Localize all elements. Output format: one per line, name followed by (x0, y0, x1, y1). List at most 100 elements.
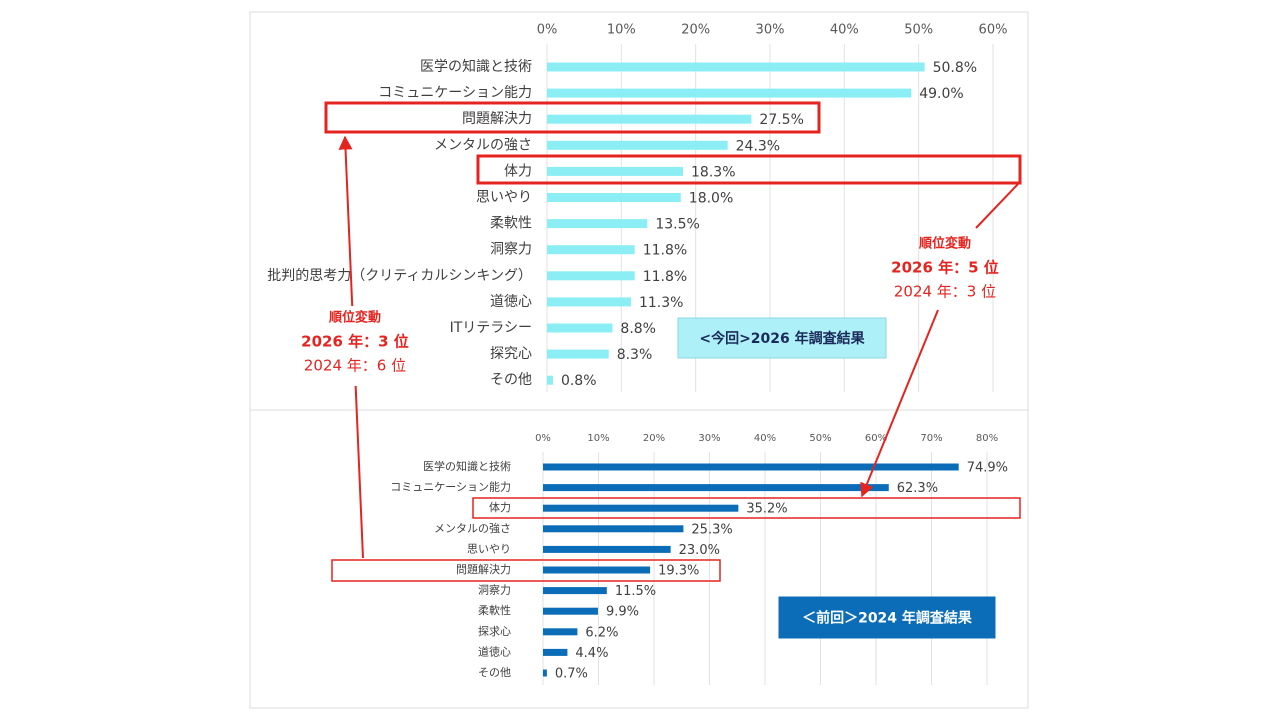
value-label: 0.7% (555, 667, 588, 682)
title-box (778, 596, 996, 639)
value-label: 8.3% (617, 347, 653, 363)
category-label: 道徳心 (478, 644, 511, 658)
category-label: 体力 (504, 163, 532, 179)
category-label: メンタルの強さ (434, 137, 532, 153)
category-label: 探求心 (478, 625, 511, 638)
category-label: その他 (490, 372, 532, 388)
category-label: 探究心 (490, 346, 532, 362)
value-label: 11.5% (615, 584, 656, 599)
value-label: 4.4% (575, 646, 608, 661)
annotation: 2024 年：3 位 (894, 283, 996, 301)
bar (543, 566, 651, 574)
bar (547, 114, 752, 124)
category-label: その他 (478, 666, 511, 679)
value-label: 35.2% (746, 502, 787, 517)
title-box (677, 317, 887, 359)
category-label: 問題解決力 (462, 111, 532, 127)
value-label: 19.3% (658, 564, 699, 579)
category-label: 問題解決力 (456, 562, 511, 576)
bar (543, 648, 568, 656)
bar (543, 587, 607, 595)
category-label: 洞察力 (490, 241, 532, 258)
chart-2024: 0% 10% 20% 30% 40% 50% 60% 70% 80% 医学の知識と技術 74.9% コ… (390, 433, 1008, 685)
bar (543, 525, 684, 533)
x-tick-label: 40% (754, 433, 776, 444)
bar (543, 669, 547, 677)
panel-bottom (249, 409, 1029, 709)
bar (547, 219, 648, 229)
category-label: 批判的思考力（クリティカルシンキング） (267, 268, 532, 284)
annotation: 2026 年：5 位 (891, 259, 999, 277)
bar (547, 88, 912, 98)
x-tick-label: 20% (681, 23, 710, 38)
bar (547, 271, 635, 281)
x-tick-label: 30% (756, 23, 785, 38)
value-label: 0.8% (561, 373, 597, 389)
category-label: 思いやり (467, 542, 511, 555)
value-label: 18.0% (689, 191, 733, 207)
category-label: コミュニケーション能力 (390, 480, 511, 494)
annotation: 順位変動 (919, 236, 971, 252)
arrow (975, 183, 1019, 229)
arrow (860, 309, 939, 498)
bar (543, 504, 739, 512)
category-label: 道徳心 (490, 294, 532, 310)
value-label: 6.2% (585, 625, 618, 640)
chart-title: ＜前回＞2024 年調査結果 (802, 610, 973, 627)
category-label: 柔軟性 (478, 603, 511, 617)
category-label: ITリテラシー (450, 320, 532, 336)
x-tick-label: 10% (587, 433, 609, 444)
bar (547, 140, 728, 150)
bar (547, 297, 631, 307)
value-label: 24.3% (736, 138, 780, 154)
highlight-box (324, 101, 821, 134)
x-tick-label: 80% (976, 433, 998, 444)
category-label: 洞察力 (478, 583, 511, 597)
bar (547, 62, 925, 72)
x-tick-label: 50% (809, 433, 831, 444)
value-label: 25.3% (691, 522, 732, 537)
bar (543, 545, 671, 553)
x-tick-label: 10% (607, 23, 636, 38)
x-tick-label: 70% (920, 433, 942, 444)
annotation: 2024 年：6 位 (304, 357, 406, 375)
highlight-box (476, 154, 1022, 185)
bar (547, 375, 553, 385)
value-label: 50.8% (933, 60, 977, 76)
value-label: 27.5% (759, 112, 803, 128)
value-label: 74.9% (967, 461, 1008, 476)
value-label: 8.8% (620, 321, 656, 337)
highlight-box (472, 497, 1021, 519)
bar (543, 484, 889, 492)
annotation: 順位変動 (329, 310, 381, 326)
x-tick-label: 30% (698, 433, 720, 444)
bar (543, 463, 959, 471)
x-tick-label: 50% (904, 23, 933, 38)
x-tick-label: 60% (979, 23, 1008, 38)
bar (543, 607, 598, 615)
value-label: 18.3% (691, 164, 735, 180)
value-label: 11.3% (639, 295, 683, 311)
value-label: 23.0% (679, 543, 720, 558)
bar (547, 193, 681, 202)
category-label: 医学の知識と技術 (420, 58, 532, 75)
value-label: 62.3% (897, 481, 938, 496)
bar (543, 628, 578, 636)
x-tick-label: 0% (535, 433, 551, 444)
x-tick-label: 0% (537, 23, 558, 38)
bar (547, 349, 609, 359)
category-label: 医学の知識と技術 (423, 459, 511, 473)
bar (547, 323, 613, 333)
category-label: 柔軟性 (490, 216, 532, 232)
annotation: 2026 年：3 位 (301, 333, 409, 351)
value-label: 49.0% (919, 86, 963, 102)
category-label: メンタルの強さ (434, 522, 511, 535)
x-tick-label: 20% (643, 433, 665, 444)
annotation-bg (330, 306, 382, 386)
x-tick-label: 40% (830, 23, 859, 38)
category-label: 思いやり (476, 190, 532, 206)
value-label: 11.8% (643, 269, 687, 285)
chart-title: <今回>2026 年調査結果 (699, 330, 865, 347)
highlight-box (331, 559, 721, 582)
category-label: 体力 (489, 500, 511, 514)
